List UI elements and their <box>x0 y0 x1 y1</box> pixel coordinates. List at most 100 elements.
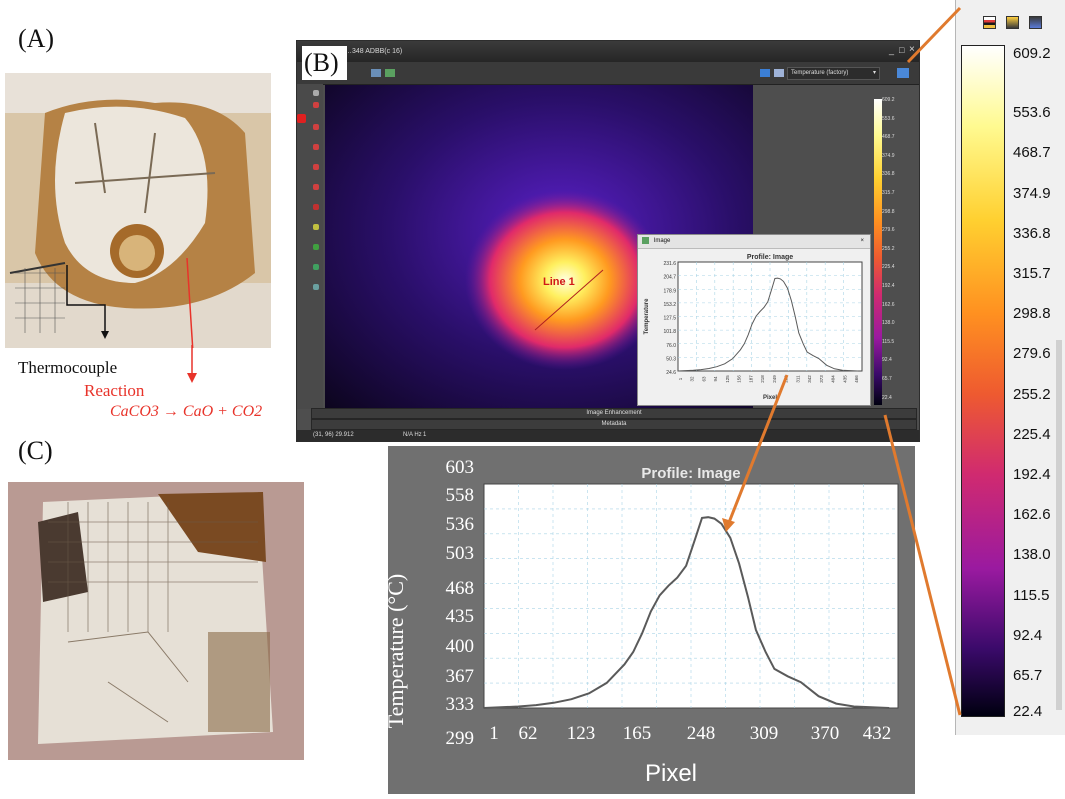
polygon-tool-icon[interactable] <box>313 184 319 190</box>
profile-y-axis-label: Temperature (°C) <box>383 573 408 729</box>
panel-c-label: (C) <box>18 436 53 465</box>
ellipse-tool-icon[interactable] <box>313 164 319 170</box>
zoom-tool-icon[interactable] <box>313 224 319 230</box>
y-tick-label: 400 <box>446 636 475 657</box>
small-y-tick-label: 101.8 <box>663 329 676 335</box>
marker-icon[interactable] <box>313 102 319 108</box>
focus-tool-icon[interactable] <box>313 264 319 270</box>
x-tick-label: 165 <box>623 723 652 744</box>
small-x-tick-label: 125 <box>725 375 730 383</box>
reaction-label: Reaction <box>84 381 145 400</box>
rect-tool-icon[interactable] <box>313 144 319 150</box>
colorbar-tick: 192.4 <box>1013 466 1051 483</box>
small-colorbar-tick: 609.2 <box>882 97 895 103</box>
small-colorbar-tick: 553.6 <box>882 115 895 122</box>
sample-photo-a <box>5 73 271 348</box>
small-profile-chart: Profile: Image 231.6 204.7 178.9 153.2 127.5 1… <box>644 254 863 401</box>
small-colorbar-tick: 255.2 <box>882 245 895 252</box>
window-toolbar: Temperature (factory) ▾ <box>297 62 919 85</box>
y-tick-label: 558 <box>446 485 475 506</box>
small-y-tick-label: 76.0 <box>666 343 676 349</box>
minimize-icon[interactable]: _ <box>889 45 895 55</box>
small-profile-window: Image × Profile: Image 231.6 204.7 178.9 153… <box>637 234 871 406</box>
y-tick-label: 333 <box>446 694 475 715</box>
maximize-icon[interactable]: □ <box>899 45 905 55</box>
small-y-tick-label: 153.2 <box>663 302 676 308</box>
x-tick-label: 62 <box>519 723 538 744</box>
palette-up-icon[interactable] <box>1006 16 1019 29</box>
small-colorbar-tick: 374.9 <box>882 152 895 159</box>
small-x-tick-label: 311 <box>795 375 800 383</box>
profile-series-line <box>483 516 890 709</box>
image-enhancement-bar[interactable]: Image Enhancement <box>311 408 917 419</box>
small-x-tick-label: 466 <box>854 375 859 383</box>
profile-zoom-panel: Profile: Image 603 558 536 503 468 435 400 367 33… <box>383 446 915 794</box>
small-x-tick-label: 342 <box>807 375 812 383</box>
bell-icon[interactable] <box>760 69 770 77</box>
palette-top-icon[interactable] <box>983 16 996 29</box>
metadata-bar[interactable]: Metadata <box>311 419 917 430</box>
y-tick-label: 503 <box>446 543 475 564</box>
colorbar-tick: 468.7 <box>1013 144 1051 162</box>
small-x-tick-label: 373 <box>819 375 824 383</box>
close-icon[interactable]: × <box>909 44 915 55</box>
pointer-icon[interactable] <box>313 90 319 96</box>
image-enhancement-label: Image Enhancement <box>586 410 642 416</box>
profile-title: Profile: Image <box>641 465 740 482</box>
small-colorbar-tick: 336.8 <box>882 171 895 178</box>
panel-a-label: (A) <box>18 24 55 53</box>
line-tool-icon[interactable] <box>313 124 319 130</box>
small-x-tick-label: 94 <box>713 376 718 382</box>
colorbar-gradient <box>961 45 1005 717</box>
small-x-tick-label: 63 <box>701 376 706 382</box>
small-x-tick-label: 218 <box>760 375 765 383</box>
small-colorbar-tick: 65.7 <box>882 376 892 382</box>
colorbar-tick: 92.4 <box>1013 626 1043 644</box>
small-y-tick-label: 204.7 <box>663 275 676 281</box>
settings-icon[interactable] <box>897 68 909 78</box>
small-x-tick-label: 280 <box>784 375 789 383</box>
pan-tool-icon[interactable] <box>313 244 319 250</box>
refresh-icon[interactable] <box>385 69 395 77</box>
plot-area <box>483 483 899 709</box>
palette-select[interactable]: Temperature (factory) ▾ <box>787 67 880 80</box>
person-icon[interactable] <box>774 69 784 77</box>
small-profile-title: Profile: Image <box>747 254 793 261</box>
small-colorbar-tick: 138.0 <box>882 320 895 327</box>
profile-x-axis-label: Pixel <box>645 760 697 787</box>
colorbar-tick: 162.6 <box>1013 506 1051 524</box>
layers-tool-icon[interactable] <box>313 284 319 290</box>
small-colorbar-tick: 225.4 <box>882 264 895 271</box>
small-colorbar-tick: 315.7 <box>882 190 895 196</box>
red-arrow <box>187 345 197 383</box>
status-bar: (31, 96) 29.912 N/A Hz 1 <box>297 430 919 441</box>
y-tick-label: 603 <box>446 457 475 478</box>
small-x-tick-label: 404 <box>831 375 836 383</box>
sample-photo-c <box>8 482 304 760</box>
palette-down-icon[interactable] <box>1029 16 1042 29</box>
colorbar-tick: 298.8 <box>1013 305 1051 323</box>
colorbar-tick: 315.7 <box>1013 265 1051 282</box>
small-colorbar-tick: 468.7 <box>882 134 895 141</box>
delete-tool-icon[interactable] <box>313 204 319 210</box>
thermal-camera-window: …348 ADBB(c 16) _ □ × Temperature (facto… <box>296 40 920 442</box>
x-tick-label: 309 <box>750 723 779 744</box>
small-profile-close-icon[interactable]: × <box>860 238 864 244</box>
profile-chart: Profile: Image 603 558 536 503 468 435 400 367 33… <box>446 457 899 787</box>
small-x-tick-label: 1 <box>678 377 683 380</box>
small-y-tick-label: 178.9 <box>663 288 676 294</box>
colorbar-tick: 336.8 <box>1013 224 1051 242</box>
y-tick-label: 299 <box>446 728 475 749</box>
record-icon[interactable] <box>297 114 306 123</box>
x-tick-label: 1 <box>489 723 499 744</box>
status-count: 1 <box>423 432 427 438</box>
profile-series-line <box>677 277 859 372</box>
small-colorbar-tick: 192.4 <box>882 283 895 289</box>
window-titlebar: …348 ADBB(c 16) _ □ × <box>297 41 919 62</box>
small-x-tick-label: 249 <box>772 375 777 383</box>
grid-icon[interactable] <box>371 69 381 77</box>
small-colorbar <box>874 99 882 405</box>
equation-text: CaCO3 → CaO + CO2 <box>110 403 263 420</box>
colorbar-scrollbar[interactable] <box>1056 340 1062 710</box>
status-coords: (31, 96) 29.912 <box>313 432 354 438</box>
